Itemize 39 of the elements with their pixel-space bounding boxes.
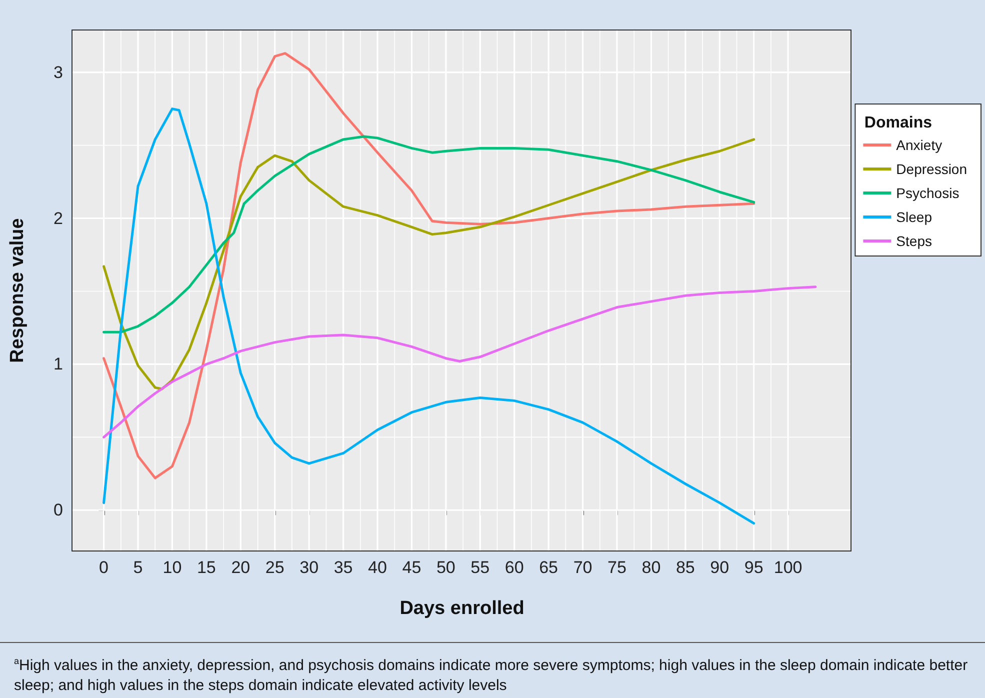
x-tick-label: 10 [162,558,182,577]
y-axis-title: Response value [7,218,28,363]
x-axis-title: Days enrolled [400,598,524,619]
x-tick-label: 35 [334,558,353,577]
x-tick-label: 45 [402,558,422,577]
y-tick-label: 3 [54,62,63,82]
legend-title: Domains [864,114,932,132]
y-tick-label: 2 [54,208,63,228]
x-tick-label: 100 [774,558,802,577]
y-tick-label: 1 [54,354,63,374]
text: $^{a}$High values in the anxiety, depression, and psychosis domains indicate more severe symptoms; high values in the sleep domain indicate better sleep; and high values in the steps domain indicate elevated activity levels [0,642,985,698]
line-series [102,286,817,438]
legend-label: Psychosis [896,185,960,201]
x-tick-label: 80 [642,558,661,577]
legend-label: Anxiety [896,137,942,153]
legend-label: Depression [896,161,968,177]
x-tick-label: 70 [573,558,592,577]
x-tick-label: 85 [676,558,695,577]
x-tick-label: 30 [300,558,319,577]
x-tick-label: 60 [504,558,524,577]
x-tick-label: 40 [368,558,387,577]
x-tick-label: 90 [710,558,730,577]
x-tick-label: 65 [539,558,558,577]
y-tick-label: 0 [54,500,63,520]
x-tick-label: 25 [265,558,284,577]
x-tick-label: 55 [470,558,490,577]
x-tick-label: 5 [133,558,143,577]
x-tick-label: 20 [231,558,250,577]
legend-label: Sleep [896,209,932,225]
line-series [102,52,756,480]
legend-label: Steps [896,233,932,249]
line-series [102,135,756,334]
line-series [102,108,756,525]
x-tick-label: 50 [436,558,456,577]
line-series [102,138,756,390]
x-tick-label: 15 [196,558,216,577]
x-tick-label: 95 [744,558,764,577]
x-tick-label: 75 [608,558,626,577]
x-tick-label: 0 [99,558,109,577]
